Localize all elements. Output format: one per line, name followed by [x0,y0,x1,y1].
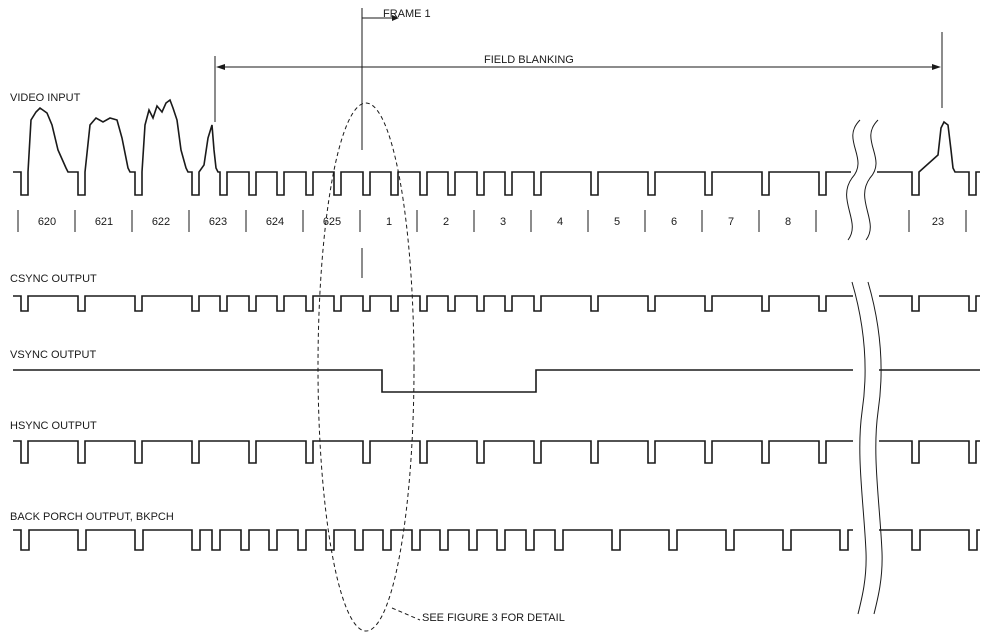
line-number-label: 4 [557,216,563,228]
line-number-label: 624 [266,216,284,228]
line-number-label: 620 [38,216,56,228]
vsync-output-label: VSYNC OUTPUT [10,349,96,361]
line-number-label: 23 [932,216,944,228]
time-break-bottom [851,281,883,616]
time-break-top [846,119,879,241]
detail-callout-line [391,607,421,621]
hsync-output-waveform [13,440,980,464]
frame-marker: FRAME 1 [361,8,431,278]
back-porch-output-waveform [13,529,980,551]
back-porch-output-label: BACK PORCH OUTPUT, BKPCH [10,511,174,523]
field-blanking-label: FIELD BLANKING [484,54,574,66]
csync-output-waveform [13,295,980,312]
line-number-label: 2 [443,216,449,228]
line-number-label: 621 [95,216,113,228]
line-number-label: 622 [152,216,170,228]
line-number-labels: 620 621 622 623 624 625 1 2 3 4 5 6 7 8 23 [38,216,944,228]
line-number-label: 623 [209,216,227,228]
frame-label: FRAME 1 [383,8,431,20]
hsync-output-label: HSYNC OUTPUT [10,420,97,432]
vsync-output-waveform [13,369,980,393]
line-number-label: 1 [386,216,392,228]
video-input-waveform [13,98,980,196]
see-figure-note: SEE FIGURE 3 FOR DETAIL [422,612,565,624]
line-number-label: 625 [323,216,341,228]
line-number-label: 3 [500,216,506,228]
field-blanking-span: FIELD BLANKING [214,32,943,122]
csync-output-label: CSYNC OUTPUT [10,273,97,285]
video-input-label: VIDEO INPUT [10,92,81,104]
line-number-label: 5 [614,216,620,228]
line-number-label: 7 [728,216,734,228]
line-number-ticks [17,210,967,232]
line-number-label: 8 [785,216,791,228]
line-number-label: 6 [671,216,677,228]
detail-ellipse [317,102,415,632]
